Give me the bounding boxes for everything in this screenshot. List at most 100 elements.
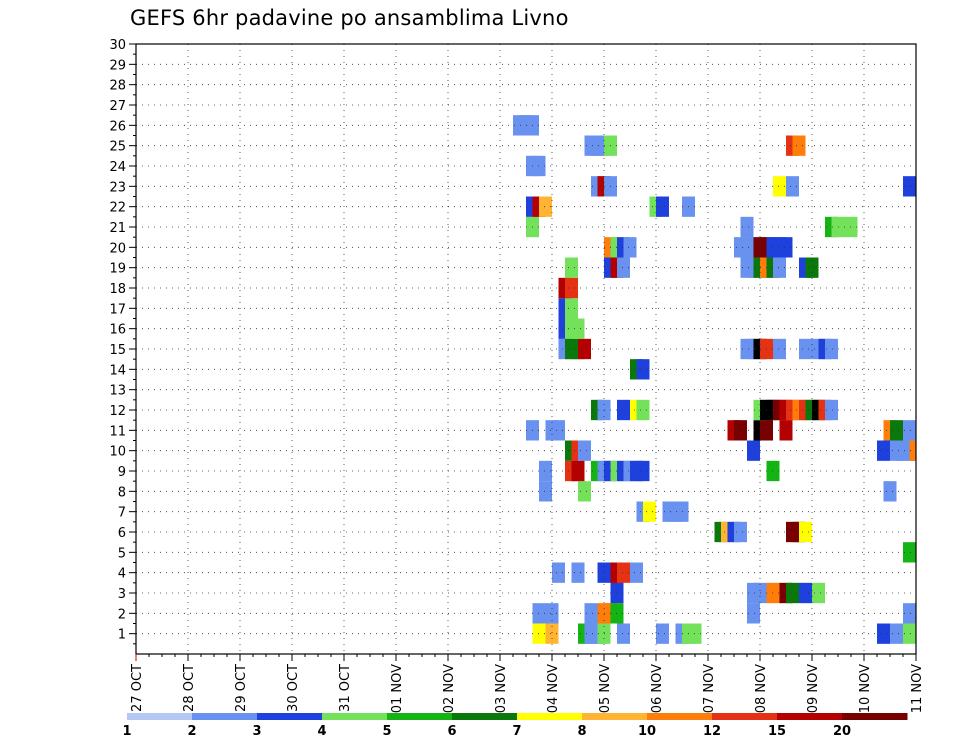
heatmap-cell <box>792 135 806 156</box>
heatmap-cell <box>571 318 585 339</box>
colorbar-label: 20 <box>833 724 851 739</box>
heatmap-cell <box>799 521 812 543</box>
heatmap-cell <box>799 338 812 360</box>
heatmap-cells <box>513 115 916 644</box>
grid-lines <box>136 44 916 654</box>
heatmap-cell <box>825 399 838 421</box>
heatmap-cell <box>909 440 916 461</box>
heatmap-cell <box>805 257 819 278</box>
heatmap-cell <box>617 623 630 644</box>
y-tick-label: 22 <box>109 201 126 216</box>
x-tick-label: 01 NOV <box>390 664 405 713</box>
heatmap-cell <box>740 216 754 238</box>
colorbar-swatch <box>777 713 843 720</box>
colorbar-swatch <box>452 713 518 720</box>
heatmap-cell <box>773 176 786 197</box>
chart-title: GEFS 6hr padavine po ansamblima Livno <box>130 6 569 30</box>
heatmap-cell <box>903 603 916 624</box>
y-tick-label: 26 <box>109 119 126 134</box>
heatmap-cell <box>617 399 630 421</box>
heatmap-cell <box>812 582 825 604</box>
y-tick-label: 21 <box>109 221 126 236</box>
y-tick-label: 19 <box>109 262 126 277</box>
x-tick-label: 02 NOV <box>442 664 457 713</box>
heatmap-cell <box>571 460 585 482</box>
heatmap-cell <box>903 176 916 197</box>
heatmap-cell <box>630 562 643 583</box>
y-tick-label: 12 <box>109 404 126 419</box>
x-tick-label: 30 OCT <box>286 664 301 712</box>
y-tick-label: 13 <box>109 384 126 399</box>
heatmap-cell <box>734 420 747 441</box>
heatmap-cell <box>552 562 565 583</box>
heatmap-cell <box>643 501 656 522</box>
x-axis: 27 OCT 28 OCT 29 OCT 30 OCT 31 OCT 01 NOV 02 N… <box>130 654 925 713</box>
heatmap-cell <box>786 582 799 604</box>
x-tick-label: 11 NOV <box>910 664 925 713</box>
heatmap-cell <box>799 582 812 604</box>
x-tick-label: 31 OCT <box>338 664 353 712</box>
x-tick-label: 27 OCT <box>130 664 145 712</box>
y-tick-label: 5 <box>118 546 126 561</box>
colorbar-label: 5 <box>382 724 391 739</box>
colorbar-swatch <box>322 713 388 720</box>
y-tick-label: 16 <box>109 323 126 338</box>
heatmap-cell <box>903 623 916 644</box>
colorbar-label: 6 <box>447 724 456 739</box>
y-tick-label: 23 <box>109 180 126 195</box>
heatmap-cell <box>565 257 578 278</box>
y-tick-label: 11 <box>109 424 126 439</box>
heatmap-cell <box>747 603 760 624</box>
heatmap-cell <box>636 460 650 482</box>
heatmap-cell <box>773 257 786 278</box>
y-tick-label: 27 <box>109 99 126 114</box>
x-tick-label: 05 NOV <box>598 664 613 713</box>
heatmap-cell <box>578 481 591 502</box>
y-tick-label: 14 <box>109 363 126 378</box>
x-tick-label: 08 NOV <box>754 664 769 713</box>
heatmap-cell <box>877 440 890 461</box>
y-tick-label: 7 <box>118 506 126 521</box>
y-tick-label: 10 <box>109 445 126 460</box>
y-tick-label: 6 <box>118 526 126 541</box>
heatmap-cell <box>734 521 747 543</box>
heatmap-cell <box>623 237 637 258</box>
colorbar-swatch <box>842 713 908 720</box>
colorbar-swatch <box>192 713 258 720</box>
heatmap-cell <box>571 562 585 583</box>
heatmap-cell <box>903 542 916 563</box>
heatmap-cell <box>539 196 552 217</box>
x-tick-label: 04 NOV <box>546 664 561 713</box>
colorbar: 1 2 3 4 5 6 7 8 10 12 15 20 <box>122 713 908 739</box>
colorbar-swatch <box>647 713 713 720</box>
heatmap-cell <box>545 623 559 644</box>
y-axis: 1234567891011121314151617181920212223242… <box>109 38 136 645</box>
heatmap-cell <box>883 481 897 502</box>
heatmap-cell <box>890 623 903 644</box>
heatmap-cell <box>903 420 916 441</box>
heatmap-cell <box>584 603 598 624</box>
colorbar-swatch <box>257 713 323 720</box>
y-tick-label: 17 <box>109 302 126 317</box>
heatmap-cell <box>890 420 903 441</box>
y-tick-label: 28 <box>109 79 126 94</box>
heatmap-cell <box>773 338 786 360</box>
colorbar-label: 2 <box>187 724 196 739</box>
heatmap-cell <box>877 623 890 644</box>
heatmap-cell <box>779 420 793 441</box>
heatmap-cell <box>636 399 650 421</box>
y-tick-label: 24 <box>109 160 126 175</box>
heatmap-cell <box>617 257 630 278</box>
x-tick-label: 07 NOV <box>702 664 717 713</box>
y-tick-label: 2 <box>118 607 126 622</box>
colorbar-label: 15 <box>768 724 786 739</box>
y-tick-label: 8 <box>118 485 126 500</box>
heatmap-cell <box>656 196 669 217</box>
colorbar-swatch <box>712 713 778 720</box>
heatmap-cell <box>578 440 591 461</box>
colorbar-swatch <box>582 713 648 720</box>
colorbar-swatch <box>517 713 583 720</box>
y-tick-label: 1 <box>118 628 126 643</box>
x-tick-label: 10 NOV <box>858 664 873 713</box>
